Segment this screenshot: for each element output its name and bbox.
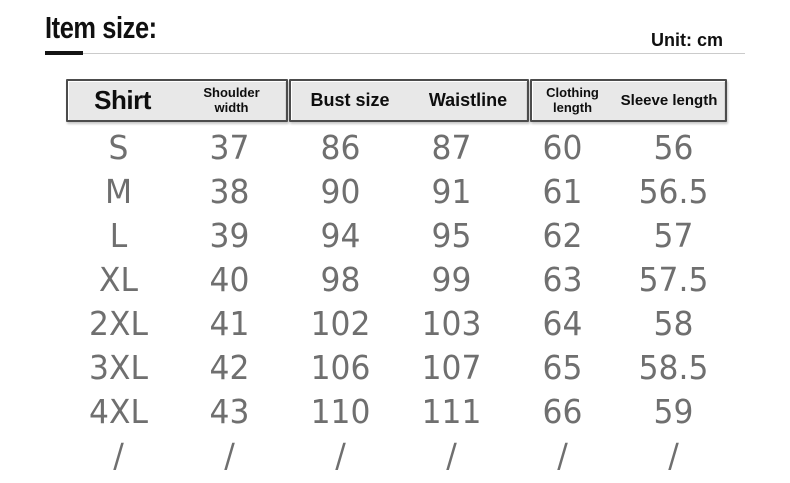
cell-value: 94	[320, 215, 361, 255]
header-cell-shoulder-width: Shoulder width	[177, 84, 286, 115]
header-cell-waistline: Waistline	[428, 90, 508, 110]
cell-value: 66	[542, 391, 583, 431]
row-size-label: S	[108, 127, 129, 167]
cell-value: 107	[421, 347, 482, 387]
cell-value: /	[335, 435, 346, 475]
cell-value: 57	[653, 215, 694, 255]
page-title: Item size:	[45, 10, 157, 45]
row-size-label: XL	[99, 259, 138, 299]
cell-value: 87	[431, 127, 472, 167]
cell-value: /	[224, 435, 235, 475]
header-cell-sleeve-length: Sleeve length	[620, 92, 718, 109]
header-label: Clothing length	[546, 84, 599, 115]
cell-value: 62	[542, 215, 583, 255]
header-cell-shirt: Shirt	[94, 85, 151, 115]
cell-value: 37	[209, 127, 250, 167]
table-header-box-left: Shirt Shoulder width	[66, 79, 288, 122]
cell-value: 110	[310, 391, 371, 431]
cell-value: /	[446, 435, 457, 475]
cell-value: 86	[320, 127, 361, 167]
cell-value: 60	[542, 127, 583, 167]
header-cell-bust-size: Bust size	[310, 90, 390, 110]
cell-value: 42	[209, 347, 250, 387]
cell-value: 57.5	[638, 259, 709, 299]
cell-value: 41	[209, 303, 250, 343]
cell-value: /	[557, 435, 568, 475]
table-header-box-middle: Bust size Waistline	[289, 79, 529, 122]
cell-value: 56	[653, 127, 694, 167]
cell-value: 90	[320, 171, 361, 211]
row-size-label: M	[104, 171, 133, 211]
cell-value: 40	[209, 259, 250, 299]
cell-value: 91	[431, 171, 472, 211]
cell-value: 56.5	[638, 171, 709, 211]
cell-value: 58.5	[638, 347, 709, 387]
cell-value: 95	[431, 215, 472, 255]
cell-value: 65	[542, 347, 583, 387]
row-size-label: 3XL	[89, 347, 148, 387]
cell-value: 103	[421, 303, 482, 343]
cell-value: 58	[653, 303, 694, 343]
size-table-body: S 37 86 87 60 56 M 38 90 91 61 56.5 L 39…	[63, 125, 729, 477]
cell-value: 106	[310, 347, 371, 387]
row-size-label: L	[109, 215, 128, 255]
cell-value: 39	[209, 215, 250, 255]
header-label: Shoulder width	[203, 84, 260, 115]
row-size-label: /	[113, 435, 124, 475]
cell-value: 59	[653, 391, 694, 431]
cell-value: 99	[431, 259, 472, 299]
header-cell-clothing-length: Clothing length	[532, 84, 613, 115]
cell-value: /	[668, 435, 679, 475]
title-divider-line	[45, 53, 745, 54]
cell-value: 43	[209, 391, 250, 431]
cell-value: 63	[542, 259, 583, 299]
unit-label: Unit: cm	[651, 30, 723, 50]
row-size-label: 4XL	[89, 391, 148, 431]
cell-value: 38	[209, 171, 250, 211]
cell-value: 111	[421, 391, 482, 431]
cell-value: 61	[542, 171, 583, 211]
title-divider-accent	[45, 51, 83, 55]
cell-value: 102	[310, 303, 371, 343]
row-size-label: 2XL	[89, 303, 148, 343]
table-header-box-right: Clothing length Sleeve length	[530, 79, 727, 122]
cell-value: 64	[542, 303, 583, 343]
cell-value: 98	[320, 259, 361, 299]
